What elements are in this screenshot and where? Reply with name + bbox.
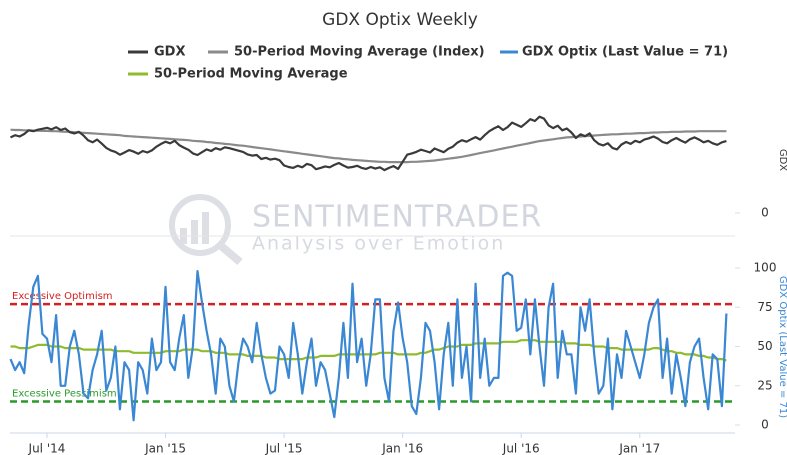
legend-label[interactable]: GDX xyxy=(154,45,185,60)
x-tick-label: Jan '16 xyxy=(381,442,423,455)
watermark-text: Analysis over Emotion xyxy=(252,233,505,255)
reference-label: Excessive Optimism xyxy=(12,291,113,302)
x-tick-label: Jan '17 xyxy=(618,442,660,455)
watermark-icon xyxy=(217,241,243,266)
y-tick-label: 75 xyxy=(757,300,772,314)
legend-label[interactable]: 50-Period Moving Average (Index) xyxy=(234,45,485,60)
series-line xyxy=(10,115,727,172)
y-axis-label: GDX Optix (Last Value = 71) xyxy=(777,276,787,418)
x-tick-label: Jul '14 xyxy=(28,442,66,455)
watermark: SENTIMENTRADER Analysis over Emotion xyxy=(169,194,542,266)
y-tick-label: 100 xyxy=(754,261,777,275)
watermark-icon xyxy=(202,212,209,244)
y-tick-label: 25 xyxy=(757,378,772,392)
y-axis-label: GDX xyxy=(777,149,787,171)
watermark-icon xyxy=(191,220,198,244)
reference-label: Excessive Pessimism xyxy=(12,388,117,399)
series-line xyxy=(10,339,727,362)
y-tick-label: 0 xyxy=(761,418,769,432)
series-line xyxy=(10,128,727,164)
y-tick-label: 0 xyxy=(761,206,769,220)
legend-label[interactable]: GDX Optix (Last Value = 71) xyxy=(522,45,728,60)
x-tick-label: Jul '16 xyxy=(502,442,540,455)
watermark-text: SENTIMENTRADER xyxy=(252,200,542,235)
chart-title: GDX Optix Weekly xyxy=(322,10,478,30)
legend-label[interactable]: 50-Period Moving Average xyxy=(154,67,348,82)
y-tick-label: 50 xyxy=(757,339,772,353)
series-line xyxy=(9,270,728,422)
x-tick-label: Jan '15 xyxy=(144,442,186,455)
watermark-icon xyxy=(169,194,231,256)
x-tick-label: Jul '15 xyxy=(265,442,303,455)
